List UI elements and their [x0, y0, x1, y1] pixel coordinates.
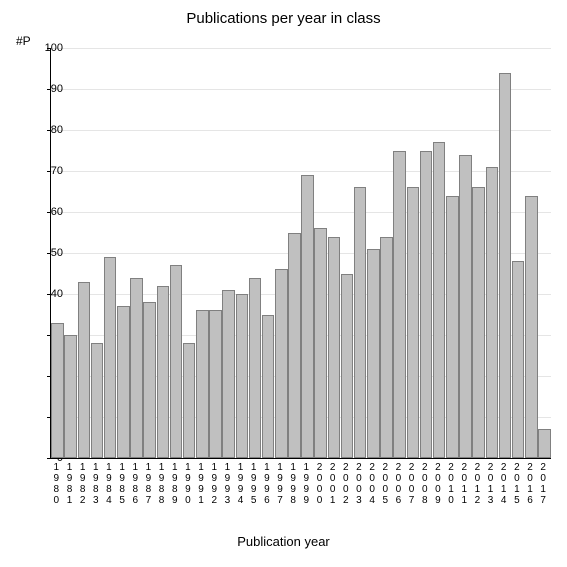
x-tick-labels: 1980198119821983198419851986198719881989… [50, 462, 550, 522]
bar [486, 167, 499, 458]
bar [288, 233, 301, 459]
bar [196, 310, 209, 458]
y-axis-label: #P [16, 34, 31, 48]
x-tick-label: 1989 [168, 462, 181, 506]
chart-title: Publications per year in class [0, 10, 567, 27]
x-tick-label: 1990 [182, 462, 195, 506]
bar [512, 261, 525, 458]
bar [64, 335, 77, 458]
x-tick-label: 1984 [103, 462, 116, 506]
x-tick-label: 1993 [221, 462, 234, 506]
bar [117, 306, 130, 458]
bar [104, 257, 117, 458]
bar [472, 187, 485, 458]
x-tick-label: 1982 [76, 462, 89, 506]
bar [262, 315, 275, 459]
chart-container: Publications per year in class #P 198019… [0, 0, 567, 567]
x-tick-label: 2015 [511, 462, 524, 506]
bar [538, 429, 551, 458]
x-tick-label: 2010 [445, 462, 458, 506]
bar [433, 142, 446, 458]
bar [130, 278, 143, 458]
bar [209, 310, 222, 458]
x-tick-label: 2004 [366, 462, 379, 506]
x-tick-label: 2016 [524, 462, 537, 506]
bar [525, 196, 538, 458]
x-tick-label: 2011 [458, 462, 471, 506]
x-tick-label: 2017 [537, 462, 550, 506]
x-tick-label: 1991 [195, 462, 208, 506]
x-tick-label: 1996 [261, 462, 274, 506]
x-tick-label: 2008 [418, 462, 431, 506]
bar [380, 237, 393, 458]
bar [143, 302, 156, 458]
x-tick-label: 1995 [247, 462, 260, 506]
bar [367, 249, 380, 458]
x-tick-label: 1997 [274, 462, 287, 506]
x-tick-label: 2003 [353, 462, 366, 506]
bar [236, 294, 249, 458]
x-tick-label: 2005 [379, 462, 392, 506]
bar [446, 196, 459, 458]
bars-layer [51, 48, 551, 458]
x-tick-label: 2006 [392, 462, 405, 506]
bar [91, 343, 104, 458]
bar [354, 187, 367, 458]
bar [301, 175, 314, 458]
x-tick-label: 2014 [497, 462, 510, 506]
bar [222, 290, 235, 458]
x-tick-label: 1983 [89, 462, 102, 506]
bar [459, 155, 472, 458]
bar [170, 265, 183, 458]
bar [183, 343, 196, 458]
bar [420, 151, 433, 459]
bar [314, 228, 327, 458]
x-tick-label: 1994 [234, 462, 247, 506]
bar [249, 278, 262, 458]
x-tick-label: 1987 [142, 462, 155, 506]
bar [78, 282, 91, 458]
x-tick-label: 2012 [471, 462, 484, 506]
x-tick-label: 2000 [313, 462, 326, 506]
x-tick-label: 2009 [432, 462, 445, 506]
x-tick-label: 1988 [155, 462, 168, 506]
bar [51, 323, 64, 458]
x-tick-label: 1998 [287, 462, 300, 506]
x-tick-label: 1985 [116, 462, 129, 506]
bar [499, 73, 512, 458]
x-tick-label: 2001 [326, 462, 339, 506]
bar [407, 187, 420, 458]
x-tick-label: 2007 [405, 462, 418, 506]
bar [328, 237, 341, 458]
x-tick-label: 1981 [63, 462, 76, 506]
x-tick-label: 2002 [339, 462, 352, 506]
bar [157, 286, 170, 458]
x-tick-label: 1980 [50, 462, 63, 506]
x-tick-label: 1999 [300, 462, 313, 506]
bar [341, 274, 354, 459]
bar [275, 269, 288, 458]
plot-area [50, 48, 551, 459]
bar [393, 151, 406, 459]
x-axis-label: Publication year [0, 534, 567, 549]
x-tick-label: 1986 [129, 462, 142, 506]
x-tick-label: 2013 [484, 462, 497, 506]
x-tick-label: 1992 [208, 462, 221, 506]
